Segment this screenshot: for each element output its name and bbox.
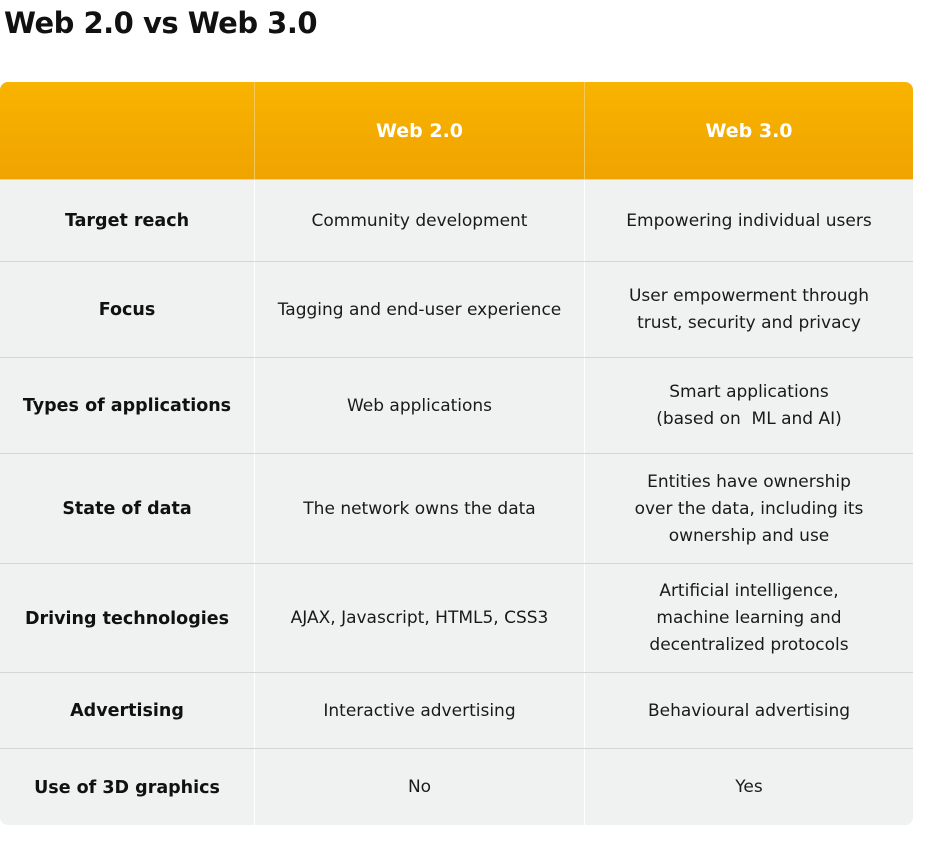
row-label-cell: Use of 3D graphics bbox=[0, 749, 255, 825]
web3-cell: Artificial intelligence, machine learning… bbox=[585, 564, 913, 673]
web2-value-line: Community development bbox=[311, 210, 528, 231]
web3-value: Entities have ownership over the data, in… bbox=[635, 469, 864, 550]
row-label-cell: Driving technologies bbox=[0, 564, 255, 673]
web3-value: Empowering individual users bbox=[626, 208, 871, 235]
header-cell-web2: Web 2.0 bbox=[255, 82, 585, 179]
row-label: Target reach bbox=[64, 211, 190, 231]
web3-value-line: Entities have ownership bbox=[647, 471, 851, 492]
web3-value-line: Yes bbox=[735, 777, 763, 797]
web3-value: User empowerment through trust, security … bbox=[629, 283, 869, 337]
web2-cell: No bbox=[255, 749, 585, 825]
row-label-cell: State of data bbox=[0, 454, 255, 564]
web2-cell: Web applications bbox=[255, 358, 585, 454]
web2-value: AJAX, Javascript, HTML5, CSS3 bbox=[291, 605, 549, 632]
page-title: Web 2.0 vs Web 3.0 bbox=[4, 6, 318, 40]
web3-cell: User empowerment through trust, security … bbox=[585, 262, 913, 358]
web2-value-line: AJAX, Javascript, HTML5, CSS3 bbox=[290, 608, 549, 628]
row-label: Use of 3D graphics bbox=[34, 777, 220, 798]
web3-value-line: Empowering individual users bbox=[626, 210, 872, 231]
web2-cell: The network owns the data bbox=[255, 454, 585, 564]
row-label: State of data bbox=[62, 499, 192, 519]
table-row: Target reach Community development Empower… bbox=[0, 179, 913, 262]
row-label-cell: Target reach bbox=[0, 180, 255, 262]
row-label: Focus bbox=[98, 300, 156, 320]
table-row: Driving technologies AJAX, Javascript, HT… bbox=[0, 563, 913, 673]
table-row: Types of applications Web applications Sma… bbox=[0, 357, 913, 454]
web2-value: Community development bbox=[312, 208, 528, 235]
table-row: State of data The network owns the data En… bbox=[0, 453, 913, 564]
web2-value: Web applications bbox=[347, 393, 492, 420]
web2-value-line: The network owns the data bbox=[303, 498, 536, 519]
web2-value: The network owns the data bbox=[303, 496, 535, 523]
web3-value-line: decentralized protocols bbox=[649, 635, 849, 655]
web2-cell: AJAX, Javascript, HTML5, CSS3 bbox=[255, 564, 585, 673]
web2-value-line: Web applications bbox=[346, 395, 493, 416]
row-label: Advertising bbox=[70, 701, 184, 721]
web3-cell: Empowering individual users bbox=[585, 180, 913, 262]
web3-value: Behavioural advertising bbox=[648, 698, 850, 725]
web3-value-line: over the data, including its bbox=[634, 498, 864, 519]
web2-value-line: Interactive advertising bbox=[323, 700, 516, 721]
table-row: Advertising Interactive advertising Behavi… bbox=[0, 672, 913, 749]
row-label-cell: Types of applications bbox=[0, 358, 255, 454]
web3-value-line: Behavioural advertising bbox=[647, 700, 851, 721]
row-label: Driving technologies bbox=[24, 608, 230, 629]
web3-value-line: (based on ML and AI) bbox=[656, 409, 842, 429]
web3-cell: Yes bbox=[585, 749, 913, 825]
header-cell-empty bbox=[0, 82, 255, 179]
web2-cell: Interactive advertising bbox=[255, 673, 585, 749]
web3-value: Smart applications (based on ML and AI) bbox=[656, 379, 842, 433]
web2-cell: Community development bbox=[255, 180, 585, 262]
web3-value: Yes bbox=[735, 774, 762, 801]
comparison-table: Web 2.0 Web 3.0 Target reach Community de… bbox=[0, 82, 913, 825]
header-cell-web3: Web 3.0 bbox=[585, 82, 913, 179]
web2-value: No bbox=[408, 774, 431, 801]
web3-value-line: machine learning and bbox=[656, 608, 842, 628]
table-row: Focus Tagging and end-user experience User… bbox=[0, 261, 913, 358]
web3-value: Artificial intelligence, machine learning… bbox=[649, 578, 848, 659]
table-header-row: Web 2.0 Web 3.0 bbox=[0, 82, 913, 179]
web3-cell: Smart applications (based on ML and AI) bbox=[585, 358, 913, 454]
row-label: Types of applications bbox=[22, 396, 232, 416]
web2-value: Tagging and end-user experience bbox=[278, 297, 562, 324]
web2-cell: Tagging and end-user experience bbox=[255, 262, 585, 358]
web3-value-line: trust, security and privacy bbox=[637, 313, 861, 333]
row-label-cell: Advertising bbox=[0, 673, 255, 749]
web3-value-line: Smart applications bbox=[669, 382, 829, 402]
web3-value-line: Artificial intelligence, bbox=[659, 581, 839, 601]
web3-cell: Behavioural advertising bbox=[585, 673, 913, 749]
row-label-cell: Focus bbox=[0, 262, 255, 358]
header-web2-label: Web 2.0 bbox=[375, 119, 464, 142]
web2-value-line: No bbox=[407, 777, 432, 797]
header-web3-label: Web 3.0 bbox=[705, 119, 793, 142]
web3-cell: Entities have ownership over the data, in… bbox=[585, 454, 913, 564]
web2-value: Interactive advertising bbox=[323, 698, 515, 725]
table-row: Use of 3D graphics No Yes bbox=[0, 748, 913, 825]
web2-value-line: Tagging and end-user experience bbox=[277, 299, 562, 320]
web3-value-line: ownership and use bbox=[668, 525, 830, 546]
web3-value-line: User empowerment through bbox=[628, 286, 870, 306]
